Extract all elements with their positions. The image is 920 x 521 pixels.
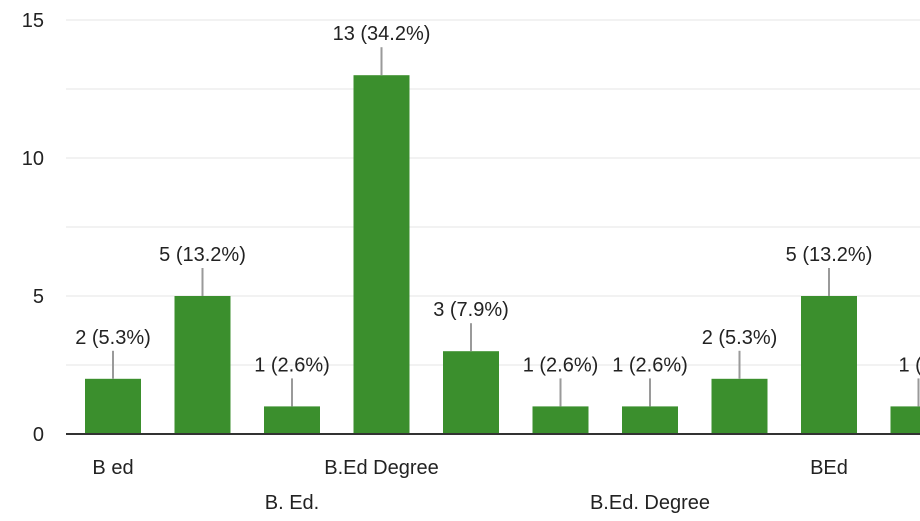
data-label: 3 (7.9%) bbox=[433, 299, 509, 321]
x-tick-label: B. Ed. bbox=[265, 492, 319, 514]
data-label: 5 (13.2%) bbox=[159, 244, 246, 266]
data-label: 5 (13.2%) bbox=[786, 244, 873, 266]
data-label: 1 (2.6%) bbox=[254, 354, 330, 376]
bar bbox=[353, 75, 410, 434]
x-axis: B ed B. Ed.B.Ed Degree B.Ed. Degree BEd bbox=[66, 433, 920, 514]
data-label: 1 (2.6%) bbox=[612, 354, 688, 376]
data-labels: 2 (5.3%) 5 (13.2%) 1 (2.6%) 13 (34.2%) 3 (7.… bbox=[75, 23, 920, 376]
bar bbox=[85, 378, 141, 434]
x-tick-label: BEd bbox=[810, 457, 848, 479]
bar bbox=[174, 296, 231, 434]
x-tick-label: B.Ed. Degree bbox=[590, 492, 710, 514]
bars bbox=[85, 75, 920, 434]
data-label: 2 (5.3%) bbox=[702, 327, 778, 349]
bar bbox=[711, 378, 768, 434]
y-axis: 0 5 10 15 bbox=[22, 10, 44, 446]
data-label: 1 (2.6%) bbox=[523, 354, 599, 376]
bar bbox=[622, 406, 678, 434]
y-tick-label: 15 bbox=[22, 10, 44, 32]
y-tick-label: 5 bbox=[33, 286, 44, 308]
y-tick-label: 0 bbox=[33, 424, 44, 446]
data-label: 2 (5.3%) bbox=[75, 327, 151, 349]
bar bbox=[801, 296, 857, 434]
data-label: 1 (2. bbox=[898, 354, 920, 376]
data-label: 13 (34.2%) bbox=[333, 23, 431, 45]
y-tick-label: 10 bbox=[22, 148, 44, 170]
bar bbox=[532, 406, 589, 434]
bar bbox=[890, 406, 920, 434]
bar bbox=[443, 351, 499, 434]
data-label-leaders bbox=[112, 47, 920, 407]
bar bbox=[264, 406, 320, 434]
x-tick-label: B ed bbox=[92, 457, 133, 479]
x-tick-label: B.Ed Degree bbox=[324, 457, 439, 479]
